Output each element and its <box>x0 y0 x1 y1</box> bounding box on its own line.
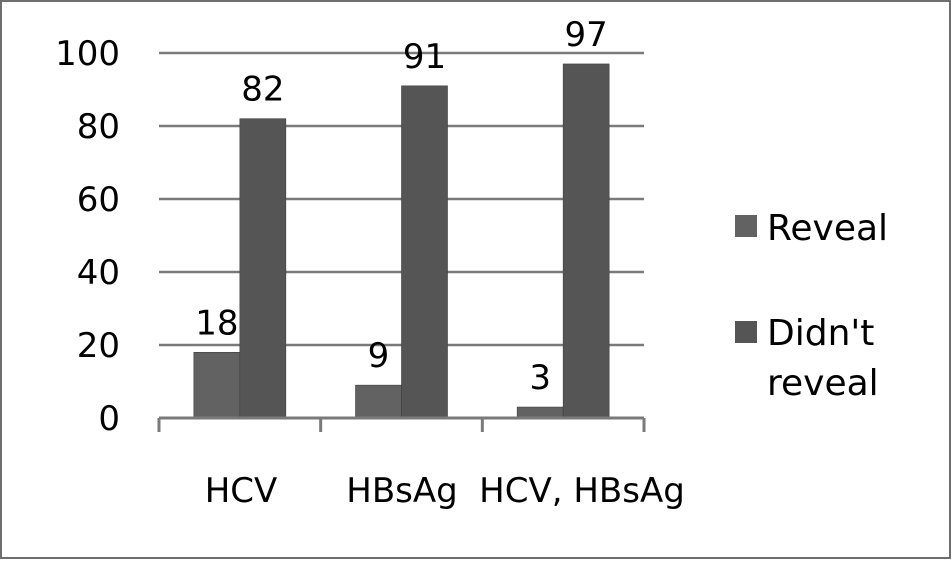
y-tick-label: 20 <box>77 326 120 366</box>
data-label: 9 <box>368 336 390 376</box>
category-label: HBsAg <box>346 471 457 511</box>
x-axis <box>157 416 646 432</box>
bar-reveal <box>355 384 402 419</box>
y-tick-label: 0 <box>98 399 120 439</box>
legend-swatch-didnt-reveal <box>735 321 757 343</box>
data-label: 91 <box>403 37 446 77</box>
bar-didnt-reveal <box>401 85 448 419</box>
legend-swatch-reveal <box>735 215 757 237</box>
y-tick-label: 80 <box>77 107 120 147</box>
data-label: 18 <box>195 303 238 343</box>
y-tick-label: 40 <box>77 253 120 293</box>
data-label: 82 <box>241 70 284 110</box>
legend-label-didnt-reveal: Didn't reveal <box>767 313 879 404</box>
bar-didnt-reveal <box>562 63 610 419</box>
bar-didnt-reveal <box>239 118 287 419</box>
category-label: HCV, HBsAg <box>479 471 685 511</box>
y-tick-label: 60 <box>77 180 120 220</box>
data-label: 97 <box>565 15 608 55</box>
bar-reveal <box>193 351 241 419</box>
data-labels: 18 82 9 91 3 97 <box>195 15 608 398</box>
bar-reveal <box>516 406 564 419</box>
data-label: 3 <box>529 358 551 398</box>
y-axis-tick-labels: 0 20 40 60 80 100 <box>55 34 120 439</box>
category-labels: HCV HBsAg HCV, HBsAg <box>205 471 685 511</box>
legend-label-reveal: Reveal <box>767 208 888 249</box>
y-tick-label: 100 <box>55 34 120 74</box>
bars <box>193 63 610 419</box>
legend: Reveal Didn't reveal <box>735 208 888 404</box>
category-label: HCV <box>205 471 278 511</box>
